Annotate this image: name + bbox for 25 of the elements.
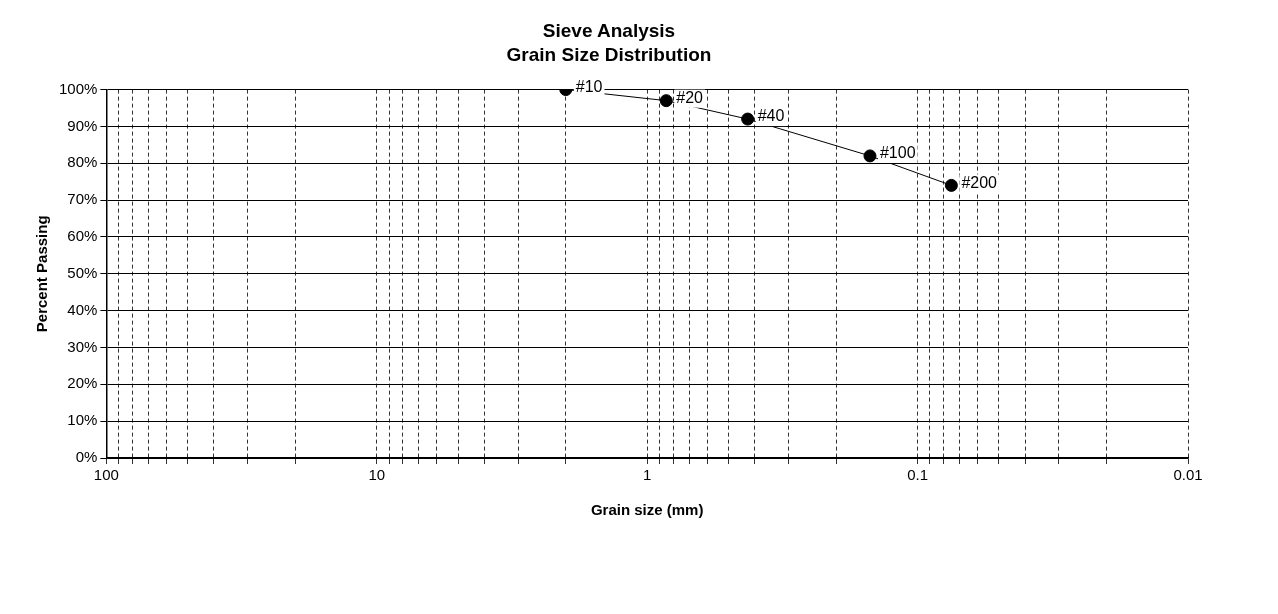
x-tick-label: 1 xyxy=(643,466,652,484)
y-tick-label: 10% xyxy=(67,411,98,429)
x-axis-title: Grain size (mm) xyxy=(590,501,704,519)
y-tick-label: 0% xyxy=(75,448,98,466)
y-tick-label: 40% xyxy=(67,300,98,318)
chart-title: Sieve Analysis xyxy=(542,19,676,41)
y-tick-label: 30% xyxy=(67,337,98,355)
annotation: #40 xyxy=(757,107,785,125)
x-tick-label: 0.1 xyxy=(907,466,929,484)
y-tick-label: 20% xyxy=(67,374,98,392)
y-tick-label: 80% xyxy=(67,153,98,171)
annotation: #10 xyxy=(575,78,603,96)
chart-subtitle: Grain Size Distribution xyxy=(506,44,712,66)
y-tick-label: 70% xyxy=(67,190,98,208)
x-tick-label: 0.01 xyxy=(1173,466,1203,484)
x-tick-label: 100 xyxy=(93,466,119,484)
x-tick-label: 10 xyxy=(368,466,386,484)
y-tick-label: 50% xyxy=(67,263,98,281)
y-tick-label: 100% xyxy=(58,79,98,97)
annotation: #20 xyxy=(676,89,704,107)
annotation: #100 xyxy=(879,144,916,162)
y-axis-title: Percent Passing xyxy=(33,215,51,333)
annotation: #200 xyxy=(961,173,998,191)
y-tick-label: 60% xyxy=(67,227,98,245)
y-tick-label: 90% xyxy=(67,116,98,134)
